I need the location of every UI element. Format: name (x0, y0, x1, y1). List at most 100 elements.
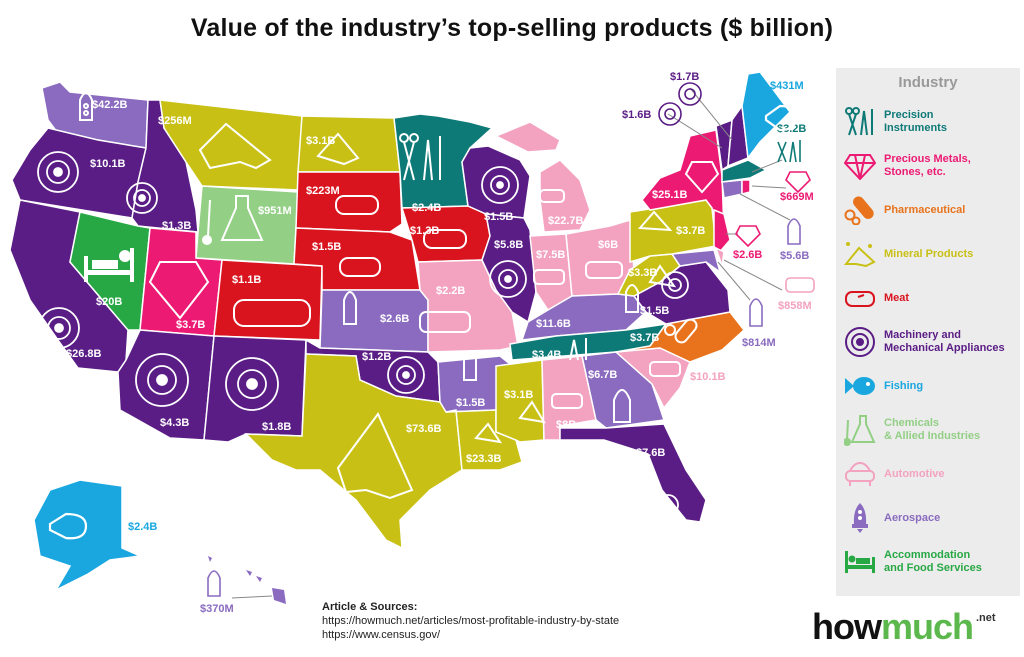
sources-heading: Article & Sources: (322, 601, 418, 613)
legend-item-accommodation: Accommodation and Food Services (842, 542, 1018, 582)
label-michigan: $22.7B (548, 215, 584, 227)
howmuch-logo: howmuch .net (812, 606, 996, 648)
state-mississippi (495, 359, 545, 443)
legend-label: Fishing (884, 379, 924, 392)
label-vermont: $1.6B (622, 109, 651, 121)
state-new-jersey (713, 208, 731, 256)
state-kansas (319, 289, 429, 353)
state-illinois (481, 213, 537, 324)
label-georgia: $6.7B (588, 369, 617, 381)
legend-item-meat: Meat (842, 278, 1018, 318)
legend-label: Pharmaceutical (884, 203, 966, 216)
legend-item-chemicals: Chemicals & Allied Industries (842, 410, 1018, 450)
label-south-dakota: $223M (306, 185, 340, 197)
label-delaware: $858M (778, 300, 812, 312)
label-missouri: $2.2B (436, 285, 465, 297)
legend-item-pharmaceutical: Pharmaceutical (842, 190, 1018, 230)
rocket-icon (79, 92, 93, 121)
label-west-virginia: $3.3B (628, 267, 657, 279)
state-delaware (714, 246, 725, 267)
flask-icon (202, 195, 264, 245)
label-new-mexico: $1.8B (262, 421, 291, 433)
label-wyoming: $951M (258, 205, 292, 217)
legend-label: Meat (884, 291, 910, 304)
legend-label: Accommodation and Food Services (884, 549, 982, 574)
state-hawaii-small (208, 556, 252, 576)
label-colorado: $1.1B (232, 274, 261, 286)
legend-item-precision-instruments: Precision Instruments (842, 102, 1018, 142)
label-indiana: $7.5B (536, 249, 565, 261)
state-wisconsin (461, 145, 531, 219)
mineral-pile-icon (198, 122, 677, 500)
legend-label: Chemicals & Allied Industries (884, 417, 981, 442)
label-south-carolina: $10.1B (690, 371, 726, 383)
label-california: $26.8B (66, 348, 102, 360)
label-connecticut: $5.6B (780, 250, 809, 262)
state-texas (244, 353, 463, 550)
legend-label: Automotive (884, 467, 945, 480)
diamond-icon-outside (735, 171, 811, 248)
label-iowa: $1.3B (410, 225, 439, 237)
leader-lines (231, 87, 791, 599)
label-alaska: $2.4B (128, 521, 157, 533)
legend-item-precious-metals: Precious Metals, Stones, etc. (842, 146, 1018, 186)
fish-icon (842, 370, 878, 402)
state-connecticut (721, 179, 743, 199)
chart-title: Value of the industry’s top-selling prod… (190, 14, 834, 42)
logo-part-how: how (812, 606, 882, 647)
legend-title: Industry (898, 74, 958, 91)
pill-icon (842, 194, 878, 226)
label-maryland: $814M (742, 337, 776, 349)
gear-icon (37, 151, 689, 516)
state-rhode-island (741, 179, 751, 195)
label-north-carolina: $3.7B (630, 332, 659, 344)
label-arizona: $4.3B (160, 417, 189, 429)
surgical-tools-icon (399, 133, 587, 361)
label-tennessee: $3.4B (532, 349, 561, 361)
label-mississippi: $3.1B (504, 389, 533, 401)
state-new-york (641, 129, 725, 234)
car-icon-outside (785, 277, 815, 293)
label-kansas: $2.6B (380, 313, 409, 325)
state-massachusetts (721, 159, 768, 183)
state-south-dakota (295, 171, 403, 233)
steak-icon (233, 195, 467, 327)
state-michigan (494, 121, 591, 233)
gear-icon-outside (658, 82, 702, 126)
label-florida: $7.6B (636, 447, 665, 459)
steak-icon (842, 282, 878, 314)
sources: Article & Sources: https://howmuch.net/a… (322, 600, 619, 642)
car-icon (419, 189, 681, 409)
label-nebraska: $1.5B (312, 241, 341, 253)
diamond-icon (842, 150, 878, 182)
bed-icon (842, 546, 878, 578)
label-minnesota: $2.4B (412, 202, 441, 214)
label-idaho: $1.3B (162, 220, 191, 232)
label-washington: $42.2B (92, 99, 128, 111)
flask-icon (842, 414, 878, 446)
legend: Industry Precision Instruments Precious … (836, 68, 1020, 596)
us-map: $42.2B $10.1B $26.8B $1.3B $20B $256M $9… (9, 71, 815, 615)
source-link-census[interactable]: https://www.census.gov/ (322, 629, 440, 641)
label-virginia: $1.5B (640, 305, 669, 317)
legend-label: Precious Metals, Stones, etc. (884, 153, 971, 178)
source-link-article[interactable]: https://howmuch.net/articles/most-profit… (322, 615, 620, 627)
fish-icon (48, 104, 798, 540)
label-wisconsin: $1.5B (484, 211, 513, 223)
label-montana: $256M (158, 115, 192, 127)
label-oregon: $10.1B (90, 158, 126, 170)
label-alabama: $8B (556, 419, 576, 431)
label-massachusetts: $3.2B (777, 123, 806, 135)
car-icon (842, 458, 878, 490)
label-utah: $3.7B (176, 319, 205, 331)
label-nevada: $20B (96, 296, 122, 308)
rocket-icon (343, 284, 639, 423)
bed-icon (84, 248, 134, 282)
label-new-hampshire: $1.7B (670, 71, 699, 83)
logo-part-much: much (880, 606, 974, 647)
mineral-pile-icon (842, 238, 878, 270)
label-texas: $73.6B (406, 423, 442, 435)
state-hawaii (238, 568, 286, 604)
label-illinois: $5.8B (494, 239, 523, 251)
label-new-jersey: $2.6B (733, 249, 762, 261)
